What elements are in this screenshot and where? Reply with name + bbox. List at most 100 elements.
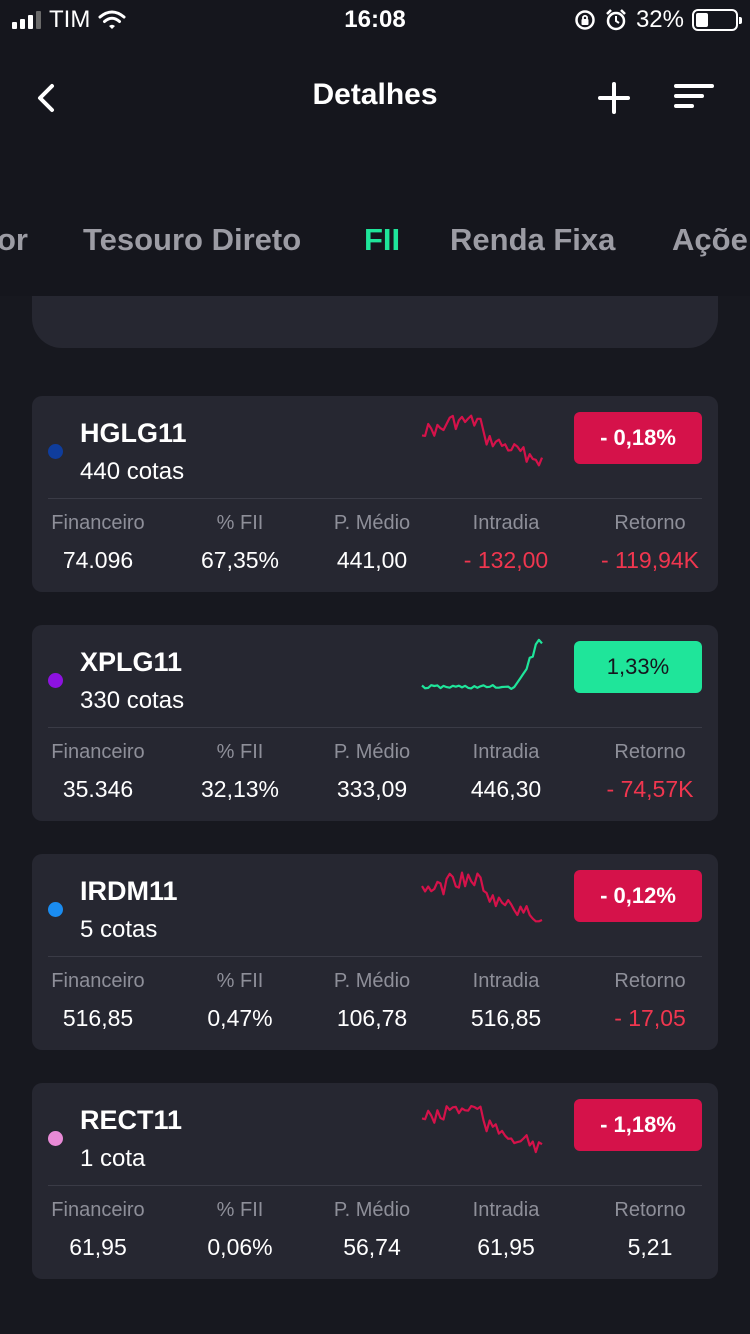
category-tabs: or Tesouro Direto FII Renda Fixa Açõe <box>0 222 750 272</box>
metric-pct-fii: % FII 0,06% <box>207 1199 272 1261</box>
orientation-lock-icon <box>575 10 595 30</box>
metric-value: 441,00 <box>336 547 408 573</box>
battery-icon <box>692 9 742 31</box>
metric-value: - 74,57K <box>606 776 694 802</box>
metric-pct-fii: % FII 67,35% <box>201 512 279 574</box>
metric-value: 106,78 <box>336 1005 408 1031</box>
metric-label: Retorno <box>614 970 686 992</box>
metric-financeiro: Financeiro 35.346 <box>51 741 144 803</box>
metric-p-medio: P. Médio 441,00 <box>334 512 410 574</box>
card-divider <box>48 727 702 728</box>
sparkline-chart <box>421 871 543 923</box>
metric-label: Financeiro <box>51 970 145 992</box>
add-button[interactable] <box>594 78 634 118</box>
metric-retorno: Retorno - 74,57K <box>607 741 694 803</box>
metric-p-medio: P. Médio 56,74 <box>334 1199 410 1261</box>
signal-icon <box>12 11 41 29</box>
change-badge: - 0,18% <box>574 412 702 464</box>
holding-color-dot <box>48 444 63 459</box>
card-divider <box>48 498 702 499</box>
metric-label: % FII <box>216 741 264 763</box>
metric-label: Financeiro <box>51 512 145 534</box>
metric-financeiro: Financeiro 516,85 <box>51 970 144 1032</box>
status-bar: TIM 16:08 32% <box>0 0 750 40</box>
metric-financeiro: Financeiro 61,95 <box>51 1199 144 1261</box>
metric-value: 516,85 <box>470 1005 542 1031</box>
metric-value: 446,30 <box>470 776 542 802</box>
metric-value: 0,06% <box>207 1234 273 1260</box>
metric-retorno: Retorno - 17,05 <box>614 970 686 1032</box>
metric-retorno: Retorno 5,21 <box>614 1199 685 1261</box>
metric-value: - 132,00 <box>463 547 549 573</box>
metric-value: 35.346 <box>62 776 134 802</box>
sparkline-chart <box>421 638 543 691</box>
tab-previous[interactable]: or <box>0 222 28 257</box>
change-badge: - 0,12% <box>574 870 702 922</box>
metric-pct-fii: % FII 32,13% <box>201 741 279 803</box>
metric-financeiro: Financeiro 74.096 <box>51 512 144 574</box>
holding-card-hglg11[interactable]: HGLG11 440 cotas - 0,18% Financeiro 74.0… <box>32 396 718 592</box>
metric-value: - 17,05 <box>614 1005 686 1031</box>
change-badge: 1,33% <box>574 641 702 693</box>
holding-color-dot <box>48 1131 63 1146</box>
holding-cotas: 330 cotas <box>80 687 185 714</box>
metric-label: Financeiro <box>51 741 145 763</box>
metric-label: % FII <box>216 1199 264 1221</box>
metric-value: 56,74 <box>343 1234 401 1260</box>
sort-icon[interactable] <box>672 78 716 118</box>
page-title: Detalhes <box>312 78 438 111</box>
metric-label: Financeiro <box>51 1199 145 1221</box>
summary-card <box>32 296 718 348</box>
metric-label: Intradia <box>472 970 540 992</box>
metric-value: 333,09 <box>336 776 408 802</box>
metric-label: P. Médio <box>333 512 411 534</box>
holding-card-xplg11[interactable]: XPLG11 330 cotas 1,33% Financeiro 35.346… <box>32 625 718 821</box>
metric-value: 61,95 <box>69 1234 127 1260</box>
metric-label: P. Médio <box>333 1199 411 1221</box>
holding-ticker: XPLG11 <box>80 647 183 677</box>
metric-intradia: Intradia 446,30 <box>471 741 541 803</box>
metric-label: Retorno <box>614 741 686 763</box>
battery-percent: 32% <box>635 6 684 33</box>
metric-value: 74.096 <box>62 547 134 573</box>
metric-value: 67,35% <box>200 547 280 573</box>
holding-cotas: 440 cotas <box>80 458 185 485</box>
metric-value: 0,47% <box>207 1005 273 1031</box>
holding-ticker: IRDM11 <box>80 876 178 906</box>
tab-fii[interactable]: FII <box>364 222 401 257</box>
holding-card-irdm11[interactable]: IRDM11 5 cotas - 0,12% Financeiro 516,85… <box>32 854 718 1050</box>
holding-cotas: 1 cota <box>80 1145 146 1172</box>
metric-label: Intradia <box>472 1199 540 1221</box>
tab-renda-fixa[interactable]: Renda Fixa <box>450 222 616 257</box>
back-button[interactable] <box>28 78 68 118</box>
header: Detalhes <box>0 60 750 132</box>
holding-color-dot <box>48 673 63 688</box>
change-badge: - 1,18% <box>574 1099 702 1151</box>
card-divider <box>48 1185 702 1186</box>
holding-ticker: HGLG11 <box>80 418 187 448</box>
clock: 16:08 <box>344 6 406 33</box>
holding-color-dot <box>48 902 63 917</box>
metric-label: P. Médio <box>333 970 411 992</box>
metric-pct-fii: % FII 0,47% <box>207 970 272 1032</box>
metric-intradia: Intradia - 132,00 <box>464 512 548 574</box>
tab-acoes[interactable]: Açõe <box>672 222 748 257</box>
metric-p-medio: P. Médio 106,78 <box>334 970 410 1032</box>
holding-card-rect11[interactable]: RECT11 1 cota - 1,18% Financeiro 61,95 %… <box>32 1083 718 1279</box>
holding-ticker: RECT11 <box>80 1105 183 1135</box>
metric-value: 5,21 <box>627 1234 673 1260</box>
sparkline-chart <box>421 1105 543 1154</box>
metric-intradia: Intradia 516,85 <box>471 970 541 1032</box>
tab-tesouro-direto[interactable]: Tesouro Direto <box>83 222 302 257</box>
wifi-icon <box>98 10 126 29</box>
metric-label: Intradia <box>472 512 540 534</box>
metric-intradia: Intradia 61,95 <box>473 1199 540 1261</box>
alarm-icon <box>606 9 626 31</box>
metric-label: Retorno <box>614 1199 686 1221</box>
metric-value: 516,85 <box>62 1005 134 1031</box>
metric-value: 61,95 <box>477 1234 535 1260</box>
metric-label: P. Médio <box>333 741 411 763</box>
metric-label: Intradia <box>472 741 540 763</box>
carrier-label: TIM <box>49 6 91 33</box>
metric-value: - 119,94K <box>600 547 700 573</box>
